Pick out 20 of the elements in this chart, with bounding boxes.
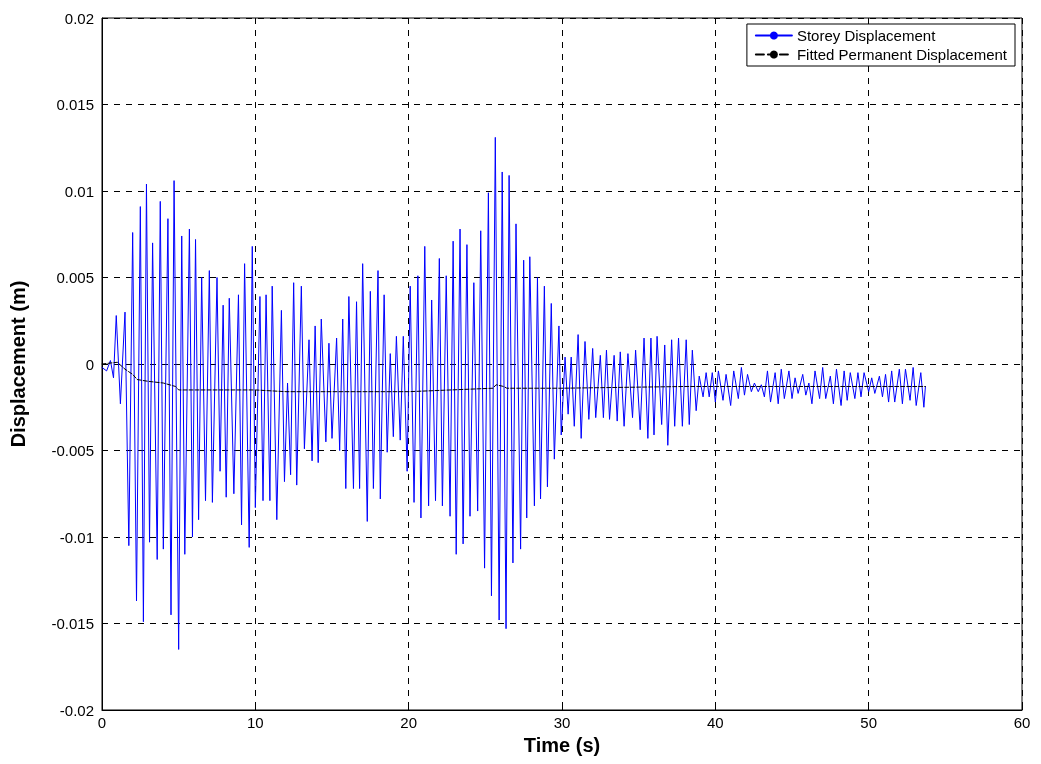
x-axis-title: Time (s)	[523, 733, 601, 756]
y-tick-label: 0.015	[56, 96, 94, 113]
x-tick-label: 50	[860, 714, 878, 731]
y-tick-label: 0.005	[56, 269, 94, 286]
y-tick-label: 0.01	[64, 182, 94, 200]
x-tick-label: 60	[1013, 714, 1031, 731]
x-tick-label: 40	[706, 714, 724, 731]
x-tick-label: 0	[97, 714, 107, 731]
x-tick-label: 20	[400, 714, 418, 731]
y-tick-label: 0	[85, 355, 94, 373]
x-tick-label: 10	[246, 714, 264, 731]
y-tick-label: -0.02	[59, 701, 94, 719]
legend-label: Storey Displacement	[796, 27, 937, 44]
y-tick-label: -0.005	[51, 442, 94, 459]
legend-label: Fitted Permanent Displacement	[796, 46, 1008, 63]
y-tick-label: 0.02	[64, 9, 94, 27]
y-tick-label: -0.015	[51, 615, 94, 632]
x-tick-label: 30	[553, 714, 571, 731]
y-axis-title: Displacement (m)	[7, 280, 29, 448]
y-tick-label: -0.01	[59, 528, 94, 546]
